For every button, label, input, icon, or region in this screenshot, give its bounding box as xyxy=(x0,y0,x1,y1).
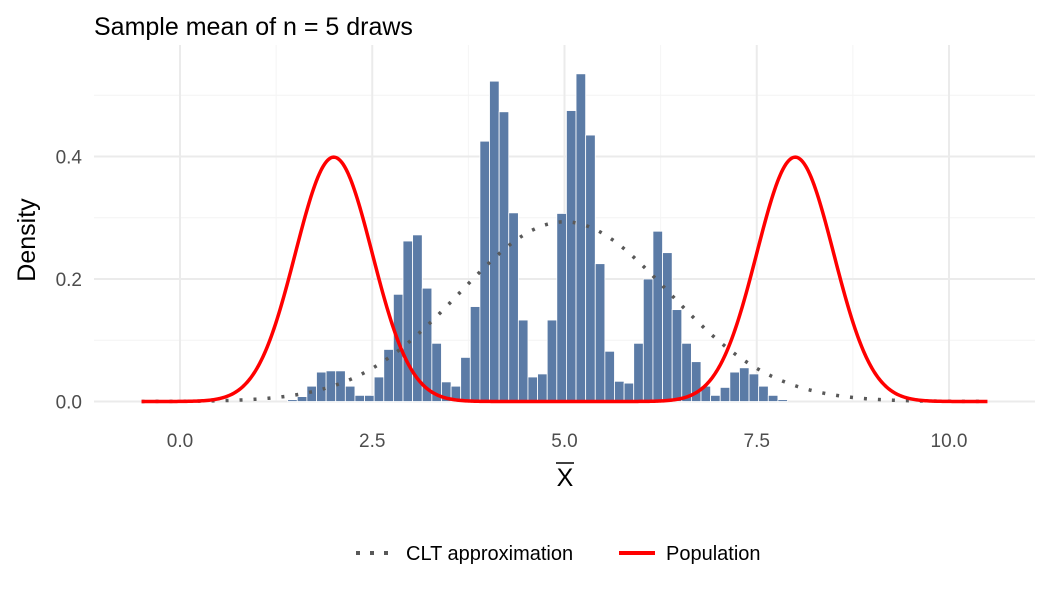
histogram-bar xyxy=(431,342,442,402)
histogram-bar xyxy=(546,319,558,402)
legend-label-clt-approximation: CLT approximation xyxy=(406,543,573,565)
population-line xyxy=(141,155,988,404)
histogram-bar xyxy=(719,387,731,402)
histogram-bar xyxy=(652,230,663,402)
histogram-bar xyxy=(517,319,529,402)
histogram-bar xyxy=(642,278,654,402)
x-tick-label: 7.5 xyxy=(744,431,770,452)
histogram-bar xyxy=(729,371,740,402)
histogram-bar xyxy=(537,373,548,402)
y-tick-label: 0.0 xyxy=(56,393,82,414)
histogram-bar xyxy=(402,240,414,402)
histogram-bar xyxy=(489,80,500,402)
histogram-bar xyxy=(748,373,760,402)
histogram-bar xyxy=(469,306,481,402)
legend-label-population: Population xyxy=(666,543,761,565)
x-tick-label: 2.5 xyxy=(359,431,385,452)
x-axis-label: X xyxy=(557,464,574,492)
x-axis-title: X xyxy=(556,462,574,492)
x-tick-label: 5.0 xyxy=(551,431,577,452)
histogram-bar xyxy=(662,252,673,402)
histogram-bar xyxy=(710,394,721,402)
y-tick-label: 0.2 xyxy=(56,270,82,291)
histogram-bar xyxy=(566,110,577,402)
histogram-bar xyxy=(364,394,375,402)
histogram-bar xyxy=(296,396,308,402)
histogram-bar xyxy=(671,309,683,402)
histogram-bar xyxy=(604,350,615,402)
histogram-bar xyxy=(777,399,788,402)
histogram-bar xyxy=(479,140,490,402)
histogram-bar xyxy=(527,376,538,402)
histogram-bar xyxy=(585,134,596,402)
histogram-bar xyxy=(690,361,702,402)
histogram-bar xyxy=(575,73,587,402)
histogram-bars xyxy=(287,73,788,402)
legend: CLT approximation Population xyxy=(356,543,761,565)
histogram-bar xyxy=(325,370,337,402)
y-axis-label: Density xyxy=(13,198,41,282)
histogram-bar xyxy=(498,111,510,402)
clt-approximation-line xyxy=(141,220,988,404)
y-axis-ticks: 0.0 0.2 0.4 xyxy=(56,148,83,414)
histogram-bar xyxy=(767,394,779,402)
histogram-bar xyxy=(681,342,692,402)
histogram-bar xyxy=(354,394,365,402)
histogram-bar xyxy=(383,349,394,402)
histogram-bar xyxy=(556,213,567,402)
histogram-bar xyxy=(306,385,317,402)
histogram-bar xyxy=(460,356,471,402)
y-tick-label: 0.4 xyxy=(56,148,83,169)
histogram-bar xyxy=(373,376,385,402)
x-tick-label: 0.0 xyxy=(167,431,193,452)
histogram-bar xyxy=(758,385,769,402)
chart-title: Sample mean of n = 5 draws xyxy=(94,13,413,41)
histogram-bar xyxy=(614,380,625,402)
histogram-bar xyxy=(739,367,750,402)
histogram-bar xyxy=(344,385,356,402)
histogram-bar xyxy=(623,382,635,402)
histogram-bar xyxy=(594,263,606,402)
histogram-bar xyxy=(633,342,644,402)
histogram-bar xyxy=(287,399,298,402)
histogram-bar xyxy=(508,212,519,402)
x-tick-label: 10.0 xyxy=(931,431,968,452)
x-axis-ticks: 0.0 2.5 5.0 7.5 10.0 xyxy=(167,431,968,452)
